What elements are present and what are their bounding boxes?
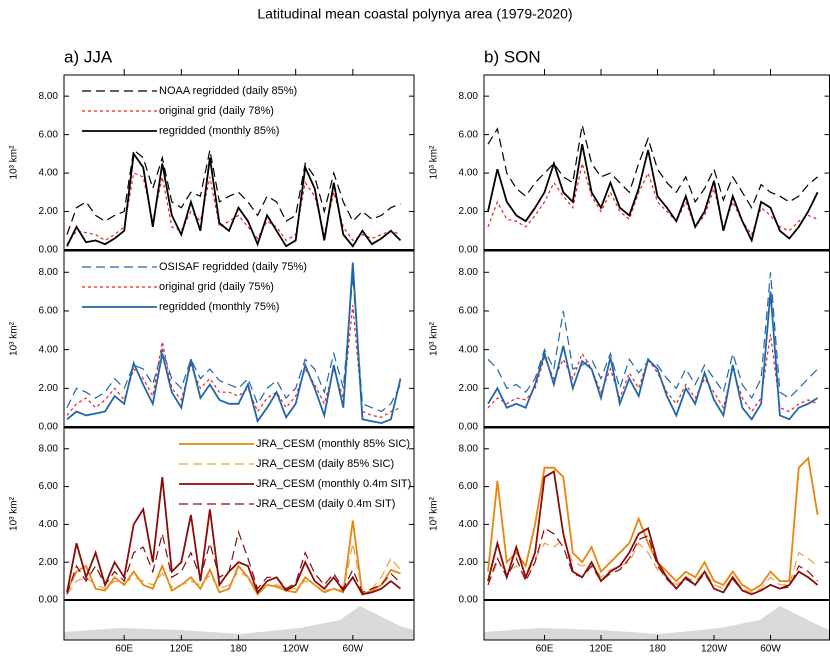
- panel-label: b) SON: [484, 47, 541, 66]
- series-line: [66, 305, 401, 418]
- legend-label: JRA_CESM (daily 0.4m SIT): [256, 498, 395, 510]
- x-tick-label: 60E: [536, 644, 554, 655]
- y-axis-label: 10³ km²: [429, 496, 440, 531]
- figure-title: Latitudinal mean coastal polynya area (1…: [257, 6, 572, 22]
- y-tick-label: 0.00: [459, 595, 479, 606]
- series-line: [487, 470, 819, 596]
- y-tick-label: 6.00: [459, 306, 479, 317]
- plot-area: [487, 124, 819, 244]
- series-line: [487, 124, 818, 210]
- series-line: [66, 172, 401, 245]
- y-tick-label: 0.00: [39, 595, 59, 606]
- y-tick-label: 8.00: [459, 267, 479, 278]
- y-axis-label: 10³ km²: [9, 496, 20, 531]
- y-tick-label: 0.00: [39, 422, 59, 433]
- y-tick-label: 2.00: [39, 557, 59, 568]
- x-tick-label: 180: [649, 644, 666, 655]
- series-line: [66, 520, 401, 596]
- y-tick-label: 4.00: [39, 344, 59, 355]
- frame: [63, 74, 415, 251]
- y-tick-label: 6.00: [39, 306, 59, 317]
- y-tick-label: 2.00: [459, 557, 479, 568]
- y-tick-label: 4.00: [459, 519, 479, 530]
- legend-label: regridded (monthly 75%): [159, 301, 279, 313]
- y-tick-label: 4.00: [39, 168, 59, 179]
- x-tick-label: 60E: [115, 644, 133, 655]
- x-tick-label: 120E: [589, 644, 613, 655]
- y-tick-label: 8.00: [39, 91, 59, 102]
- plot-area: [66, 262, 402, 425]
- series-line: [487, 538, 818, 594]
- legend-label: NOAA regridded (daily 85%): [159, 85, 297, 97]
- frame: [483, 250, 830, 428]
- legend-label: JRA_CESM (monthly 85% SIC): [256, 438, 410, 450]
- y-axis-label: 10³ km²: [9, 145, 20, 180]
- y-tick-label: 2.00: [39, 383, 59, 394]
- y-tick-label: 4.00: [459, 168, 479, 179]
- y-axis-label: 10³ km²: [9, 321, 20, 356]
- series-line: [487, 144, 819, 244]
- series-line: [487, 334, 818, 413]
- plot-area: [66, 477, 402, 596]
- series-line: [66, 529, 401, 595]
- x-tick-label: 180: [230, 644, 247, 655]
- series-line: [487, 527, 819, 595]
- x-tick-label: 60W: [343, 644, 364, 655]
- x-tick-label: 120E: [170, 644, 194, 655]
- series-line: [66, 151, 402, 248]
- y-tick-label: 6.00: [459, 481, 479, 492]
- y-axis-label: 10³ km²: [429, 321, 440, 356]
- series-line: [66, 276, 402, 413]
- x-tick-label: 120W: [701, 644, 728, 655]
- y-tick-label: 4.00: [459, 344, 479, 355]
- series-line: [487, 291, 819, 421]
- y-tick-label: 8.00: [459, 443, 479, 454]
- map-right: [484, 601, 829, 640]
- y-axis-label: 10³ km²: [429, 145, 440, 180]
- legend-label: original grid (daily 78%): [159, 105, 274, 117]
- y-tick-label: 2.00: [459, 206, 479, 217]
- y-tick-label: 4.00: [39, 519, 59, 530]
- y-tick-label: 8.00: [459, 91, 479, 102]
- series-line: [66, 543, 401, 595]
- legend-label: JRA_CESM (monthly 0.4m SIT): [256, 478, 411, 490]
- series-line: [66, 477, 402, 596]
- plot-area: [487, 272, 819, 421]
- plot-area: [66, 148, 402, 248]
- series-line: [66, 148, 401, 235]
- legend-label: original grid (daily 75%): [159, 281, 274, 293]
- series-line: [66, 262, 402, 425]
- legend-label: JRA_CESM (daily 85% SIC): [256, 458, 394, 470]
- panel-label: a) JJA: [64, 47, 113, 66]
- legend-label: OSISAF regridded (daily 75%): [159, 261, 307, 273]
- y-tick-label: 2.00: [39, 206, 59, 217]
- x-tick-label: 60W: [760, 644, 781, 655]
- y-tick-label: 8.00: [39, 443, 59, 454]
- plot-area: [487, 456, 819, 596]
- y-tick-label: 0.00: [39, 245, 59, 256]
- y-tick-label: 0.00: [459, 422, 479, 433]
- series-line: [487, 163, 818, 236]
- y-tick-label: 6.00: [39, 129, 59, 140]
- map-left: [64, 601, 414, 640]
- y-tick-label: 6.00: [459, 129, 479, 140]
- y-tick-label: 6.00: [39, 481, 59, 492]
- y-tick-label: 0.00: [459, 245, 479, 256]
- frame: [63, 250, 415, 428]
- series-line: [487, 456, 819, 592]
- legend-label: regridded (monthly 85%): [159, 125, 279, 137]
- x-tick-label: 120W: [283, 644, 310, 655]
- y-tick-label: 8.00: [39, 267, 59, 278]
- y-tick-label: 2.00: [459, 383, 479, 394]
- series-line: [487, 272, 819, 400]
